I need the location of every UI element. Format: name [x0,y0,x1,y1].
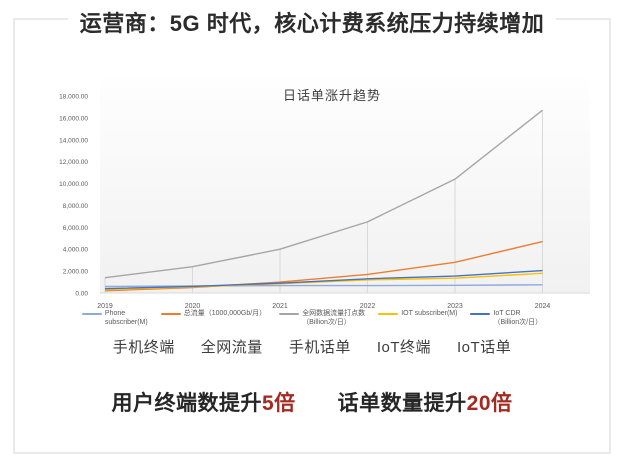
x-axis-tick-label: 2020 [185,303,201,310]
takeaway-cdr-highlight: 20倍 [466,392,513,415]
category-label: 全网流量 [200,339,263,356]
line-chart: 18,000.00 16,000.00 14,000.00 12,000.00 10,0… [59,78,590,310]
y-axis-tick-label: 6,000.00 [63,225,89,232]
takeaway-cdr-text: 话单数量提升 [337,392,467,415]
plot-area-background [100,78,590,293]
y-axis-tick-label: 16,000.00 [59,115,88,122]
legend-label: IOT subscriber(M) [401,310,458,317]
title-row: 运营商：5G 时代，核心计费系统压力持续增加 [0,8,624,40]
legend-label: Phone subscriber(M) [104,310,148,327]
slide-title: 运营商：5G 时代，核心计费系统压力持续增加 [67,8,557,40]
series-line [104,269,543,290]
legend-label: IoT CDR （Billion次/日） [493,310,543,327]
legend-item: Phone subscriber(M) [81,309,148,328]
series-line [104,284,543,288]
chart-title: 日话单涨升趋势 [282,88,381,103]
takeaway-terminals-text: 用户终端数提升 [111,392,262,415]
takeaway-terminals: 用户终端数提升5倍 [111,387,295,417]
chart-legend: Phone subscriber(M) 总流量（1000,000Gb/月） 全网数据流… [30,309,594,328]
series-line [104,109,543,279]
category-labels-row: 手机终端 全网流量 手机话单 IoT终端 IoT话单 [0,336,624,357]
x-axis-tick-label: 2022 [360,303,376,310]
legend-item: 总流量（1000,000Gb/月） [160,309,267,318]
legend-swatch [470,313,491,315]
legend-swatch [279,313,300,315]
legend-swatch [378,313,399,315]
y-axis-tick-label: 0.00 [75,291,88,298]
y-axis-tick-label: 2,000.00 [63,269,89,276]
legend-item: IoT CDR （Billion次/日） [470,309,542,328]
category-label: IoT话单 [457,339,512,356]
category-label: 手机终端 [112,339,175,356]
legend-label: 全网数据流量打点数 （Billion次/日） [302,310,366,327]
x-axis-tick-label: 2023 [447,303,463,310]
legend-swatch [81,313,102,315]
category-label: IoT终端 [376,339,432,356]
x-axis-tick-label: 2024 [535,303,551,310]
y-axis-tick-label: 4,000.00 [63,247,89,254]
takeaway-terminals-highlight: 5倍 [261,392,296,415]
legend-item: IOT subscriber(M) [378,309,457,318]
y-axis-tick-label: 12,000.00 [59,159,88,166]
y-axis-tick-label: 10,000.00 [59,181,88,188]
legend-item: 全网数据流量打点数 （Billion次/日） [279,309,365,328]
y-axis-tick-label: 18,000.00 [59,94,88,101]
takeaway-cdr: 话单数量提升20倍 [338,387,513,417]
x-axis-tick-label: 2019 [97,303,113,310]
category-label: 手机话单 [288,339,351,356]
takeaway-row: 用户终端数提升5倍 话单数量提升20倍 [0,387,624,417]
y-axis-tick-label: 14,000.00 [59,137,88,144]
chart-panel: 18,000.00 16,000.00 14,000.00 12,000.00 10,0… [30,60,594,314]
y-axis-tick-label: 8,000.00 [63,203,89,210]
legend-swatch [160,313,181,315]
legend-label: 总流量（1000,000Gb/月） [183,310,267,317]
x-axis-tick-label: 2021 [272,303,288,310]
